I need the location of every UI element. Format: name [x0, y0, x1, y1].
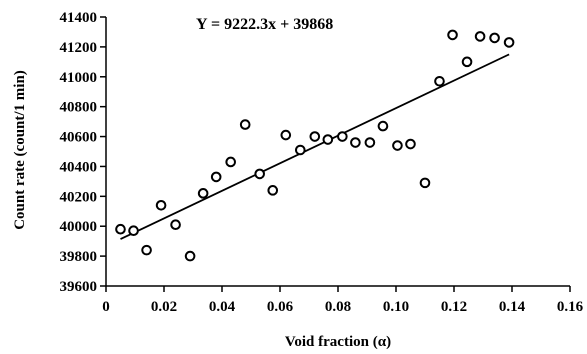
data-point — [447, 29, 458, 41]
y-tick-label: 40200 — [60, 189, 98, 205]
data-point — [295, 144, 306, 156]
x-tick-label: 0.06 — [267, 299, 294, 315]
data-point — [322, 134, 334, 145]
y-tick-label: 40600 — [60, 130, 98, 146]
data-point — [184, 250, 196, 262]
y-tick-label: 39600 — [60, 279, 98, 295]
data-point — [170, 219, 181, 231]
y-tick-label: 40800 — [60, 100, 98, 116]
data-point — [155, 200, 167, 211]
x-tick-label: 0.12 — [441, 299, 467, 315]
ticks: 0 0.02 0.04 0.06 0.08 0.10 0.12 0.14 0.16 39600 39… — [60, 10, 584, 315]
data-point — [267, 185, 279, 196]
data-point — [197, 188, 209, 199]
data-point — [141, 244, 152, 256]
data-point — [474, 31, 486, 42]
axes — [105, 17, 570, 287]
data-point — [461, 56, 473, 68]
y-tick-label: 41400 — [60, 10, 98, 26]
x-tick-label: 0.10 — [383, 299, 409, 315]
x-tick-label: 0.04 — [209, 299, 236, 315]
x-tick-label: 0.16 — [557, 299, 584, 315]
regression-equation: Y = 9222.3x + 39868 — [196, 16, 333, 33]
data-point — [210, 171, 222, 183]
data-point — [419, 177, 431, 189]
x-tick-label: 0.08 — [325, 299, 351, 315]
data-point — [280, 129, 292, 141]
data-point — [309, 131, 321, 142]
data-point — [489, 32, 500, 44]
data-point — [225, 156, 236, 168]
y-tick-label: 40000 — [60, 219, 98, 235]
data-point — [239, 119, 251, 130]
data-point — [392, 140, 403, 151]
trendline — [120, 53, 510, 240]
data-point — [115, 223, 126, 235]
data-point — [254, 168, 266, 180]
x-tick-label: 0.02 — [151, 299, 177, 315]
y-tick-label: 39800 — [60, 249, 98, 265]
y-tick-label: 41200 — [60, 40, 98, 56]
data-point — [364, 137, 376, 148]
data-point — [405, 138, 416, 150]
data-point — [503, 37, 515, 48]
trendline-layer — [120, 53, 510, 240]
y-tick-label: 40400 — [60, 159, 98, 175]
data-point — [337, 131, 348, 142]
data-point — [377, 120, 389, 132]
y-tick-label: 41000 — [60, 70, 98, 86]
x-tick-label: 0 — [102, 299, 110, 315]
data-points — [115, 29, 515, 262]
data-point — [434, 75, 445, 87]
data-point — [128, 225, 139, 237]
x-axis-title: Void fraction (α) — [285, 334, 391, 350]
data-point — [350, 137, 361, 148]
x-tick-label: 0.14 — [499, 299, 526, 315]
y-axis-title: Count rate (count/1 min) — [12, 70, 28, 230]
